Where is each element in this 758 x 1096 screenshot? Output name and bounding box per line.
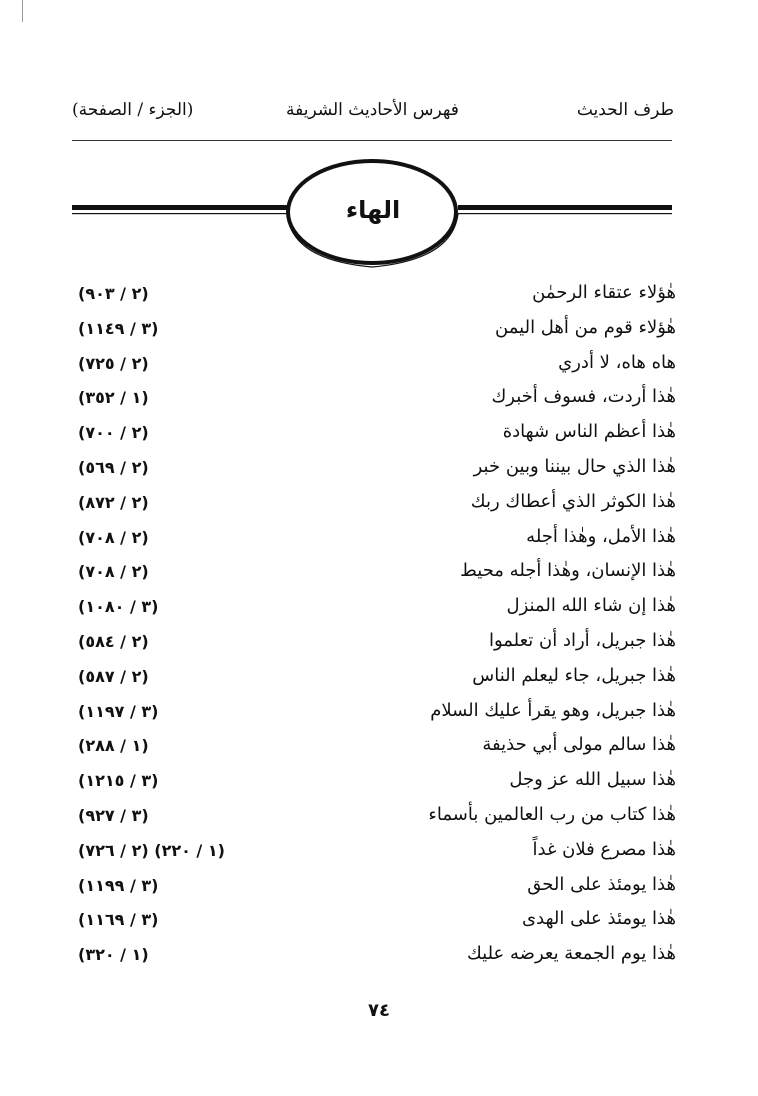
hadith-incipit: هٰذا يومئذ على الهدى (522, 908, 676, 930)
index-entry: هٰذا جبريل، وهو يقرأ عليك السلام (٣ / ١١٩… (72, 700, 676, 735)
volume-page-reference: (٢ / ٧٠٠) (78, 423, 149, 443)
hadith-incipit: هٰذا سالم مولى أبي حذيفة (482, 734, 676, 756)
volume-page-reference: (٢ / ٧٢٥) (78, 353, 149, 373)
hadith-incipit: هٰذا سبيل الله عز وجل (509, 769, 676, 791)
volume-page-reference: (١ / ٣٥٢) (78, 388, 149, 408)
index-entry: هٰذا الأمل، وهٰذا أجله (٢ / ٧٠٨) (72, 526, 676, 561)
volume-page-reference: (١ / ٢٢٠) (٢ / ٧٢٦) (78, 840, 225, 860)
volume-page-reference: (٣ / ١١٩٩) (78, 875, 159, 895)
header-volume-page: (الجزء / الصفحة) (72, 100, 194, 120)
index-entry: هٰذا الكوثر الذي أعطاك ربك (٢ / ٨٧٢) (72, 491, 676, 526)
index-entry: هٰذا يومئذ على الهدى (٣ / ١١٦٩) (72, 908, 676, 943)
volume-page-reference: (٢ / ٩٠٣) (78, 284, 149, 303)
index-entry: هٰذا أعظم الناس شهادة (٢ / ٧٠٠) (72, 421, 676, 456)
index-entry: هٰذا إن شاء الله المنزل (٣ / ١٠٨٠) (72, 595, 676, 630)
index-entry: هٰذا سبيل الله عز وجل (٣ / ١٢١٥) (72, 769, 676, 804)
page-number: ٧٤ (368, 1000, 390, 1021)
index-entry: هٰؤلاء قوم من أهل اليمن (٣ / ١١٤٩) (72, 317, 676, 352)
volume-page-reference: (١ / ٣٢٠) (78, 945, 149, 965)
index-entry: هٰذا كتاب من رب العالمين بأسماء (٣ / ٩٢٧) (72, 804, 676, 839)
volume-page-reference: (٢ / ٥٦٩) (78, 457, 149, 477)
hadith-incipit: هٰذا جبريل، أراد أن تعلموا (488, 629, 676, 651)
hadith-incipit: هٰذا إن شاء الله المنزل (506, 595, 676, 617)
index-entry: هٰذا الذي حال بيننا وبين خبر (٢ / ٥٦٩) (72, 456, 676, 491)
index-entry: هٰذا جبريل، جاء ليعلم الناس (٢ / ٥٨٧) (72, 665, 676, 700)
index-entry: هٰذا يومئذ على الحق (٣ / ١١٩٩) (72, 874, 676, 909)
volume-page-reference: (٣ / ١١٤٩) (78, 318, 159, 338)
index-entry: هٰذا الإنسان، وهٰذا أجله محيط (٢ / ٧٠٨) (72, 560, 676, 595)
volume-page-reference: (٣ / ١١٦٩) (78, 910, 159, 930)
volume-page-reference: (٢ / ٥٨٤) (78, 631, 149, 651)
header-index-title: فهرس الأحاديث الشريفة (286, 100, 459, 120)
volume-page-reference: (٢ / ٨٧٢) (78, 492, 149, 512)
volume-page-reference: (٣ / ١١٩٧) (78, 701, 159, 721)
index-entry: هٰذا سالم مولى أبي حذيفة (١ / ٢٨٨) (72, 734, 676, 769)
volume-page-reference: (٢ / ٧٠٨) (78, 562, 149, 582)
section-title: الهاء (345, 196, 401, 224)
index-entry: هٰذا مصرع فلان غداً (١ / ٢٢٠) (٢ / ٧٢٦) (72, 839, 676, 874)
hadith-incipit: هاه هاه، لا أدري (558, 351, 676, 373)
volume-page-reference: (٢ / ٥٨٧) (78, 666, 149, 686)
hadith-incipit: هٰذا كتاب من رب العالمين بأسماء (428, 803, 676, 825)
hadith-incipit: هٰذا الذي حال بيننا وبين خبر (473, 455, 676, 477)
hadith-incipit: هٰذا مصرع فلان غداً (532, 838, 676, 860)
volume-page-reference: (٣ / ٩٢٧) (78, 805, 149, 825)
hadith-incipit: هٰؤلاء قوم من أهل اليمن (495, 316, 676, 338)
hadith-incipit: هٰذا جبريل، جاء ليعلم الناس (472, 664, 676, 686)
index-entry: هٰؤلاء عتقاء الرحمٰن (٢ / ٩٠٣) (72, 282, 676, 317)
hadith-incipit: هٰذا الإنسان، وهٰذا أجله محيط (460, 560, 676, 582)
volume-page-reference: (٣ / ١٢١٥) (78, 771, 159, 791)
volume-page-reference: (١ / ٢٨٨) (78, 736, 149, 756)
volume-page-reference: (٣ / ١٠٨٠) (78, 597, 159, 617)
hadith-incipit: هٰذا يومئذ على الحق (527, 873, 676, 895)
hadith-incipit: هٰذا الكوثر الذي أعطاك ربك (470, 490, 676, 512)
header-rule (72, 140, 672, 141)
index-entry: هٰذا أردت، فسوف أخبرك (١ / ٣٥٢) (72, 386, 676, 421)
index-entry: هٰذا جبريل، أراد أن تعلموا (٢ / ٥٨٤) (72, 630, 676, 665)
hadith-incipit: هٰذا يوم الجمعة يعرضه عليك (467, 943, 676, 965)
hadith-incipit: هٰذا أعظم الناس شهادة (502, 421, 676, 443)
hadith-incipit: هٰؤلاء عتقاء الرحمٰن (532, 282, 676, 303)
section-ornament (72, 150, 672, 270)
hadith-index-list: هٰؤلاء عتقاء الرحمٰن (٢ / ٩٠٣) هٰؤلاء قوم … (72, 282, 676, 978)
volume-page-reference: (٢ / ٧٠٨) (78, 527, 149, 547)
header-hadith-term: طرف الحديث (576, 100, 674, 120)
scan-margin-mark (22, 0, 23, 22)
index-entry: هٰذا يوم الجمعة يعرضه عليك (١ / ٣٢٠) (72, 943, 676, 978)
hadith-incipit: هٰذا الأمل، وهٰذا أجله (526, 525, 676, 547)
hadith-incipit: هٰذا أردت، فسوف أخبرك (491, 386, 676, 408)
hadith-incipit: هٰذا جبريل، وهو يقرأ عليك السلام (430, 699, 676, 721)
index-entry: هاه هاه، لا أدري (٢ / ٧٢٥) (72, 352, 676, 387)
